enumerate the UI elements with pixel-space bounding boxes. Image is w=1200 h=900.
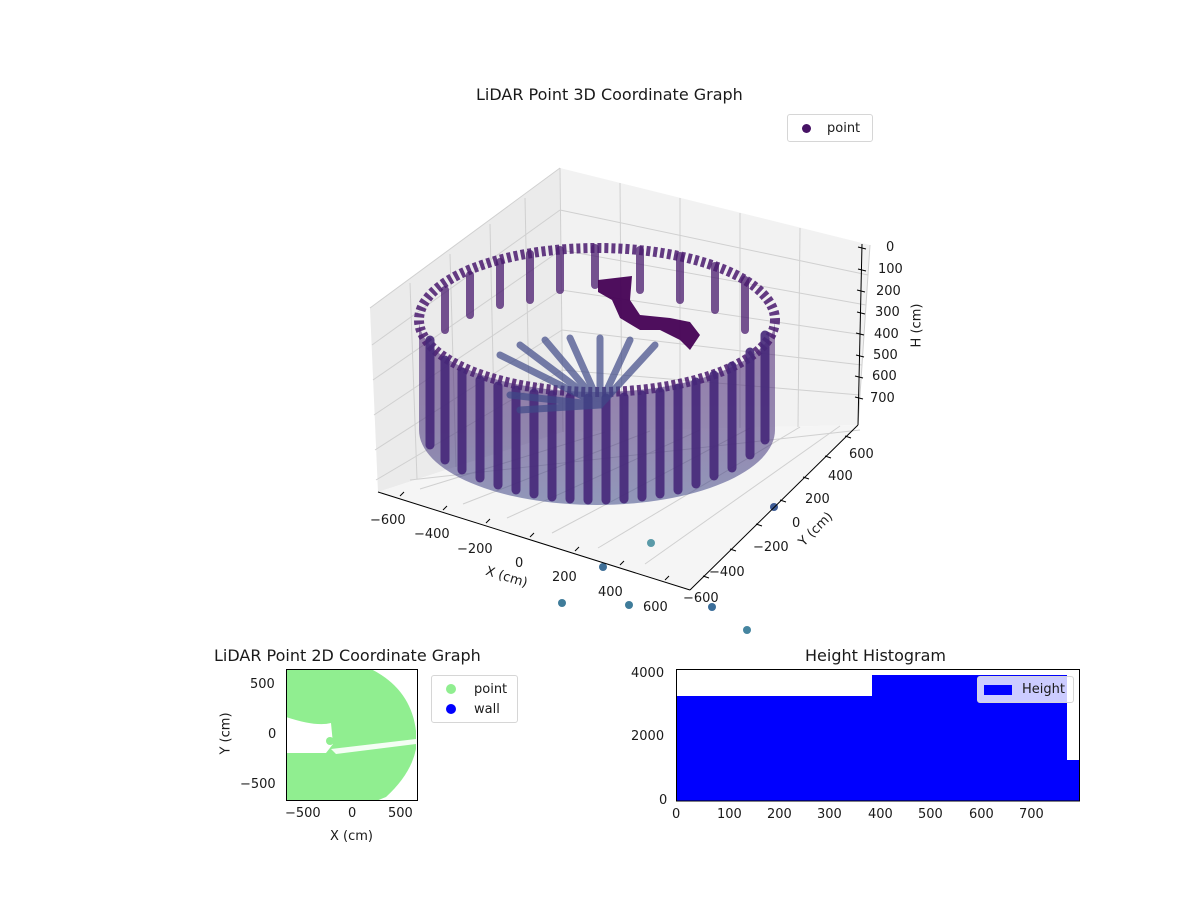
x-tick: 0	[672, 807, 681, 822]
legend-item-wall: wall	[432, 699, 517, 719]
y-tick: 4000	[631, 666, 665, 681]
y-tick: 0	[659, 793, 668, 808]
y-tick: 500	[250, 677, 275, 692]
x-tick: 500	[388, 806, 413, 821]
z-tick: 400	[874, 327, 899, 342]
plot2d-title: LiDAR Point 2D Coordinate Graph	[214, 646, 481, 665]
plot3d-axes	[369, 167, 871, 634]
x-tick: 700	[1019, 807, 1044, 822]
plot3d-title: LiDAR Point 3D Coordinate Graph	[476, 85, 743, 104]
z-tick: 500	[873, 348, 898, 363]
x-tick: 600	[969, 807, 994, 822]
z-axis-label: H (cm)	[909, 303, 925, 348]
histogram-bar	[676, 696, 872, 801]
z-tick: 700	[870, 391, 895, 406]
plot2d-axes	[286, 669, 418, 801]
legend-label-point: point	[827, 120, 861, 136]
y-tick: −200	[753, 540, 789, 555]
z-tick: 600	[872, 369, 897, 384]
legend-marker-point	[446, 684, 456, 694]
z-tick: 300	[875, 305, 900, 320]
legend-label: point	[474, 681, 508, 697]
z-tick: 200	[876, 284, 901, 299]
y-tick: 0	[268, 727, 277, 742]
y-tick: 2000	[631, 729, 665, 744]
x-tick: −400	[414, 527, 450, 542]
plot2d-y-label: Y (cm)	[218, 712, 234, 755]
plot3d-legend: point	[787, 114, 873, 142]
plot2d-x-label: X (cm)	[330, 829, 373, 844]
x-tick: 0	[515, 556, 524, 571]
y-tick: 400	[828, 469, 853, 484]
x-tick: 0	[348, 806, 357, 821]
x-tick: 400	[868, 807, 893, 822]
legend-patch-height	[984, 684, 1012, 695]
plot2d-legend: point wall	[431, 675, 518, 723]
y-tick: −500	[240, 777, 276, 792]
point-area	[286, 669, 416, 801]
histogram-bar	[1067, 760, 1080, 801]
point-cloud	[414, 243, 780, 634]
x-tick: 100	[717, 807, 742, 822]
x-tick: −500	[285, 806, 321, 821]
x-tick: 500	[918, 807, 943, 822]
x-tick: 600	[643, 600, 668, 615]
legend-marker-wall	[446, 704, 456, 714]
legend-label-height: Height	[1022, 682, 1065, 697]
x-tick: 300	[817, 807, 842, 822]
legend-label: wall	[474, 701, 500, 717]
z-tick: 100	[878, 262, 903, 277]
x-tick: −600	[370, 513, 406, 528]
y-tick: 200	[805, 492, 830, 507]
x-tick: 200	[767, 807, 792, 822]
y-tick: 600	[849, 447, 874, 462]
x-tick: −200	[457, 542, 493, 557]
x-tick: 200	[552, 570, 577, 585]
x-tick: 400	[598, 585, 623, 600]
histogram-title: Height Histogram	[805, 646, 946, 665]
legend-item-point: point	[432, 679, 517, 699]
y-tick: 0	[792, 516, 801, 531]
histogram-legend: Height	[977, 676, 1074, 703]
legend-marker-point	[802, 123, 811, 133]
y-tick: −400	[709, 565, 745, 580]
z-tick: 0	[886, 240, 895, 255]
y-tick: −600	[683, 591, 719, 606]
